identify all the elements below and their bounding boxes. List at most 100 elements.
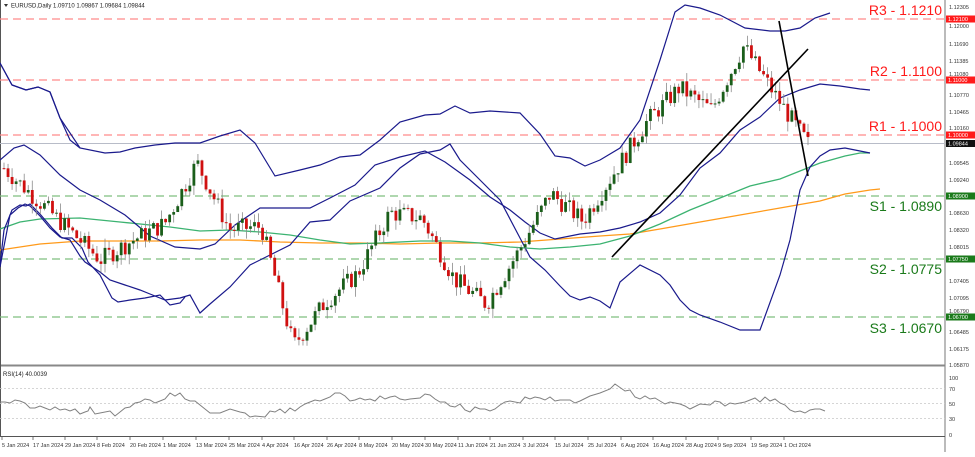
bull-candle: [616, 173, 620, 175]
bull-candle: [354, 271, 357, 288]
bear-candle: [51, 200, 54, 214]
bear-candle: [786, 103, 790, 122]
bull-candle: [636, 142, 640, 147]
bull-candle: [346, 273, 349, 279]
bull-candle: [362, 269, 365, 275]
bull-candle: [507, 268, 511, 282]
bear-candle: [572, 200, 576, 219]
bull-candle: [725, 85, 729, 92]
bear-candle: [560, 199, 563, 212]
date-tick-label: 11 Jun 2024: [458, 443, 488, 449]
bull-candle: [180, 189, 184, 207]
bull-candle: [168, 214, 172, 223]
s3-tag-bg: [946, 313, 975, 321]
bear-candle: [87, 235, 91, 249]
bull-candle: [317, 302, 321, 312]
r3-label: R3 - 1.1210: [869, 2, 942, 18]
bear-candle: [442, 262, 446, 271]
bear-candle: [261, 227, 264, 240]
r1-tag: 1.10000: [948, 133, 968, 139]
bull-candle: [689, 90, 693, 97]
price-tick: 1.08320: [949, 228, 969, 234]
date-tick-label: 26 Apr 2024: [327, 443, 357, 449]
bull-candle: [26, 189, 30, 193]
bull-candle: [596, 205, 600, 212]
r1-label: R1 - 1.1000: [869, 118, 942, 134]
bull-candle: [729, 73, 733, 86]
bear-candle: [653, 108, 656, 111]
bull-candle: [519, 247, 523, 251]
price-tick: 1.06175: [949, 347, 969, 353]
bull-candle: [713, 103, 717, 105]
bull-candle: [701, 99, 705, 101]
bear-candle: [709, 103, 713, 105]
date-axis: 5 Jan 2024 17 Jan 2024 29 Jan 2024 8 Feb 20…: [1, 436, 811, 449]
bear-candle: [22, 180, 26, 193]
r3-tag-bg: [946, 15, 975, 23]
bull-candle: [471, 290, 475, 294]
rsi-tick: 50: [949, 402, 955, 408]
date-tick-label: 9 Sep 2024: [718, 443, 746, 449]
bear-candle: [144, 228, 147, 241]
bull-candle: [665, 91, 668, 101]
bear-candle: [212, 193, 216, 200]
bear-candle: [208, 189, 212, 194]
bear-candle: [758, 56, 761, 72]
bull-candle: [790, 110, 794, 122]
chart-symbol-title: EURUSD,Daily: [11, 4, 51, 10]
rsi-pane[interactable]: RSI(14) 40.0039 100 70 50 30 0: [0, 372, 958, 439]
bear-candle: [685, 81, 689, 97]
bull-candle: [253, 222, 256, 227]
current-price-tag-bg: [946, 140, 975, 147]
bear-candle: [293, 328, 297, 338]
triangle-down-icon[interactable]: [4, 4, 8, 7]
price-axis: 1.12305 1.12000 1.11690 1.11385 1.11080 …: [949, 5, 969, 369]
bear-candle: [762, 71, 765, 75]
date-tick-label: 13 Mar 2024: [196, 443, 227, 449]
bollinger-middle: [0, 83, 871, 250]
bull-candle: [543, 197, 547, 206]
bear-candle: [156, 223, 159, 236]
bear-candle: [184, 189, 188, 192]
bear-candle: [487, 307, 491, 309]
downtrend-line[interactable]: [778, 20, 809, 177]
price-tick: 1.09240: [949, 178, 969, 184]
bull-candle: [600, 200, 604, 206]
bull-candle: [459, 274, 462, 288]
bear-candle: [34, 203, 38, 207]
bull-candle: [265, 236, 269, 240]
bear-candle: [463, 274, 466, 286]
date-tick-label: 15 Jul 2024: [555, 443, 583, 449]
bear-candle: [705, 99, 709, 104]
bear-candle: [467, 285, 471, 294]
bollinger-lower-left: [0, 203, 186, 306]
bull-candle: [745, 45, 749, 47]
bear-candle: [806, 131, 810, 138]
date-tick-label: 25 Jul 2024: [588, 443, 616, 449]
bear-candle: [657, 110, 660, 117]
bear-candle: [281, 282, 285, 309]
bull-candle: [382, 231, 386, 236]
price-tick: 1.10770: [949, 93, 969, 99]
s2-tag-bg: [946, 255, 975, 263]
uptrend-line[interactable]: [611, 48, 809, 258]
bull-candle: [115, 255, 119, 262]
bull-candle: [135, 238, 139, 241]
bear-candle: [67, 218, 71, 228]
bull-candle: [523, 244, 527, 248]
bull-candle: [196, 160, 200, 164]
bear-candle: [95, 253, 99, 262]
bear-candle: [770, 77, 774, 93]
bull-candle: [733, 69, 737, 74]
bull-candle: [531, 224, 535, 233]
bear-candle: [677, 86, 681, 94]
rsi-tick: 70: [949, 387, 955, 393]
bull-candle: [612, 174, 616, 184]
r2-tag-bg: [946, 76, 975, 84]
bull-candle: [402, 207, 406, 210]
bear-candle: [289, 326, 293, 329]
bull-candle: [14, 181, 18, 185]
bull-candle: [148, 228, 151, 241]
s3-label: S3 - 1.0670: [870, 320, 943, 336]
